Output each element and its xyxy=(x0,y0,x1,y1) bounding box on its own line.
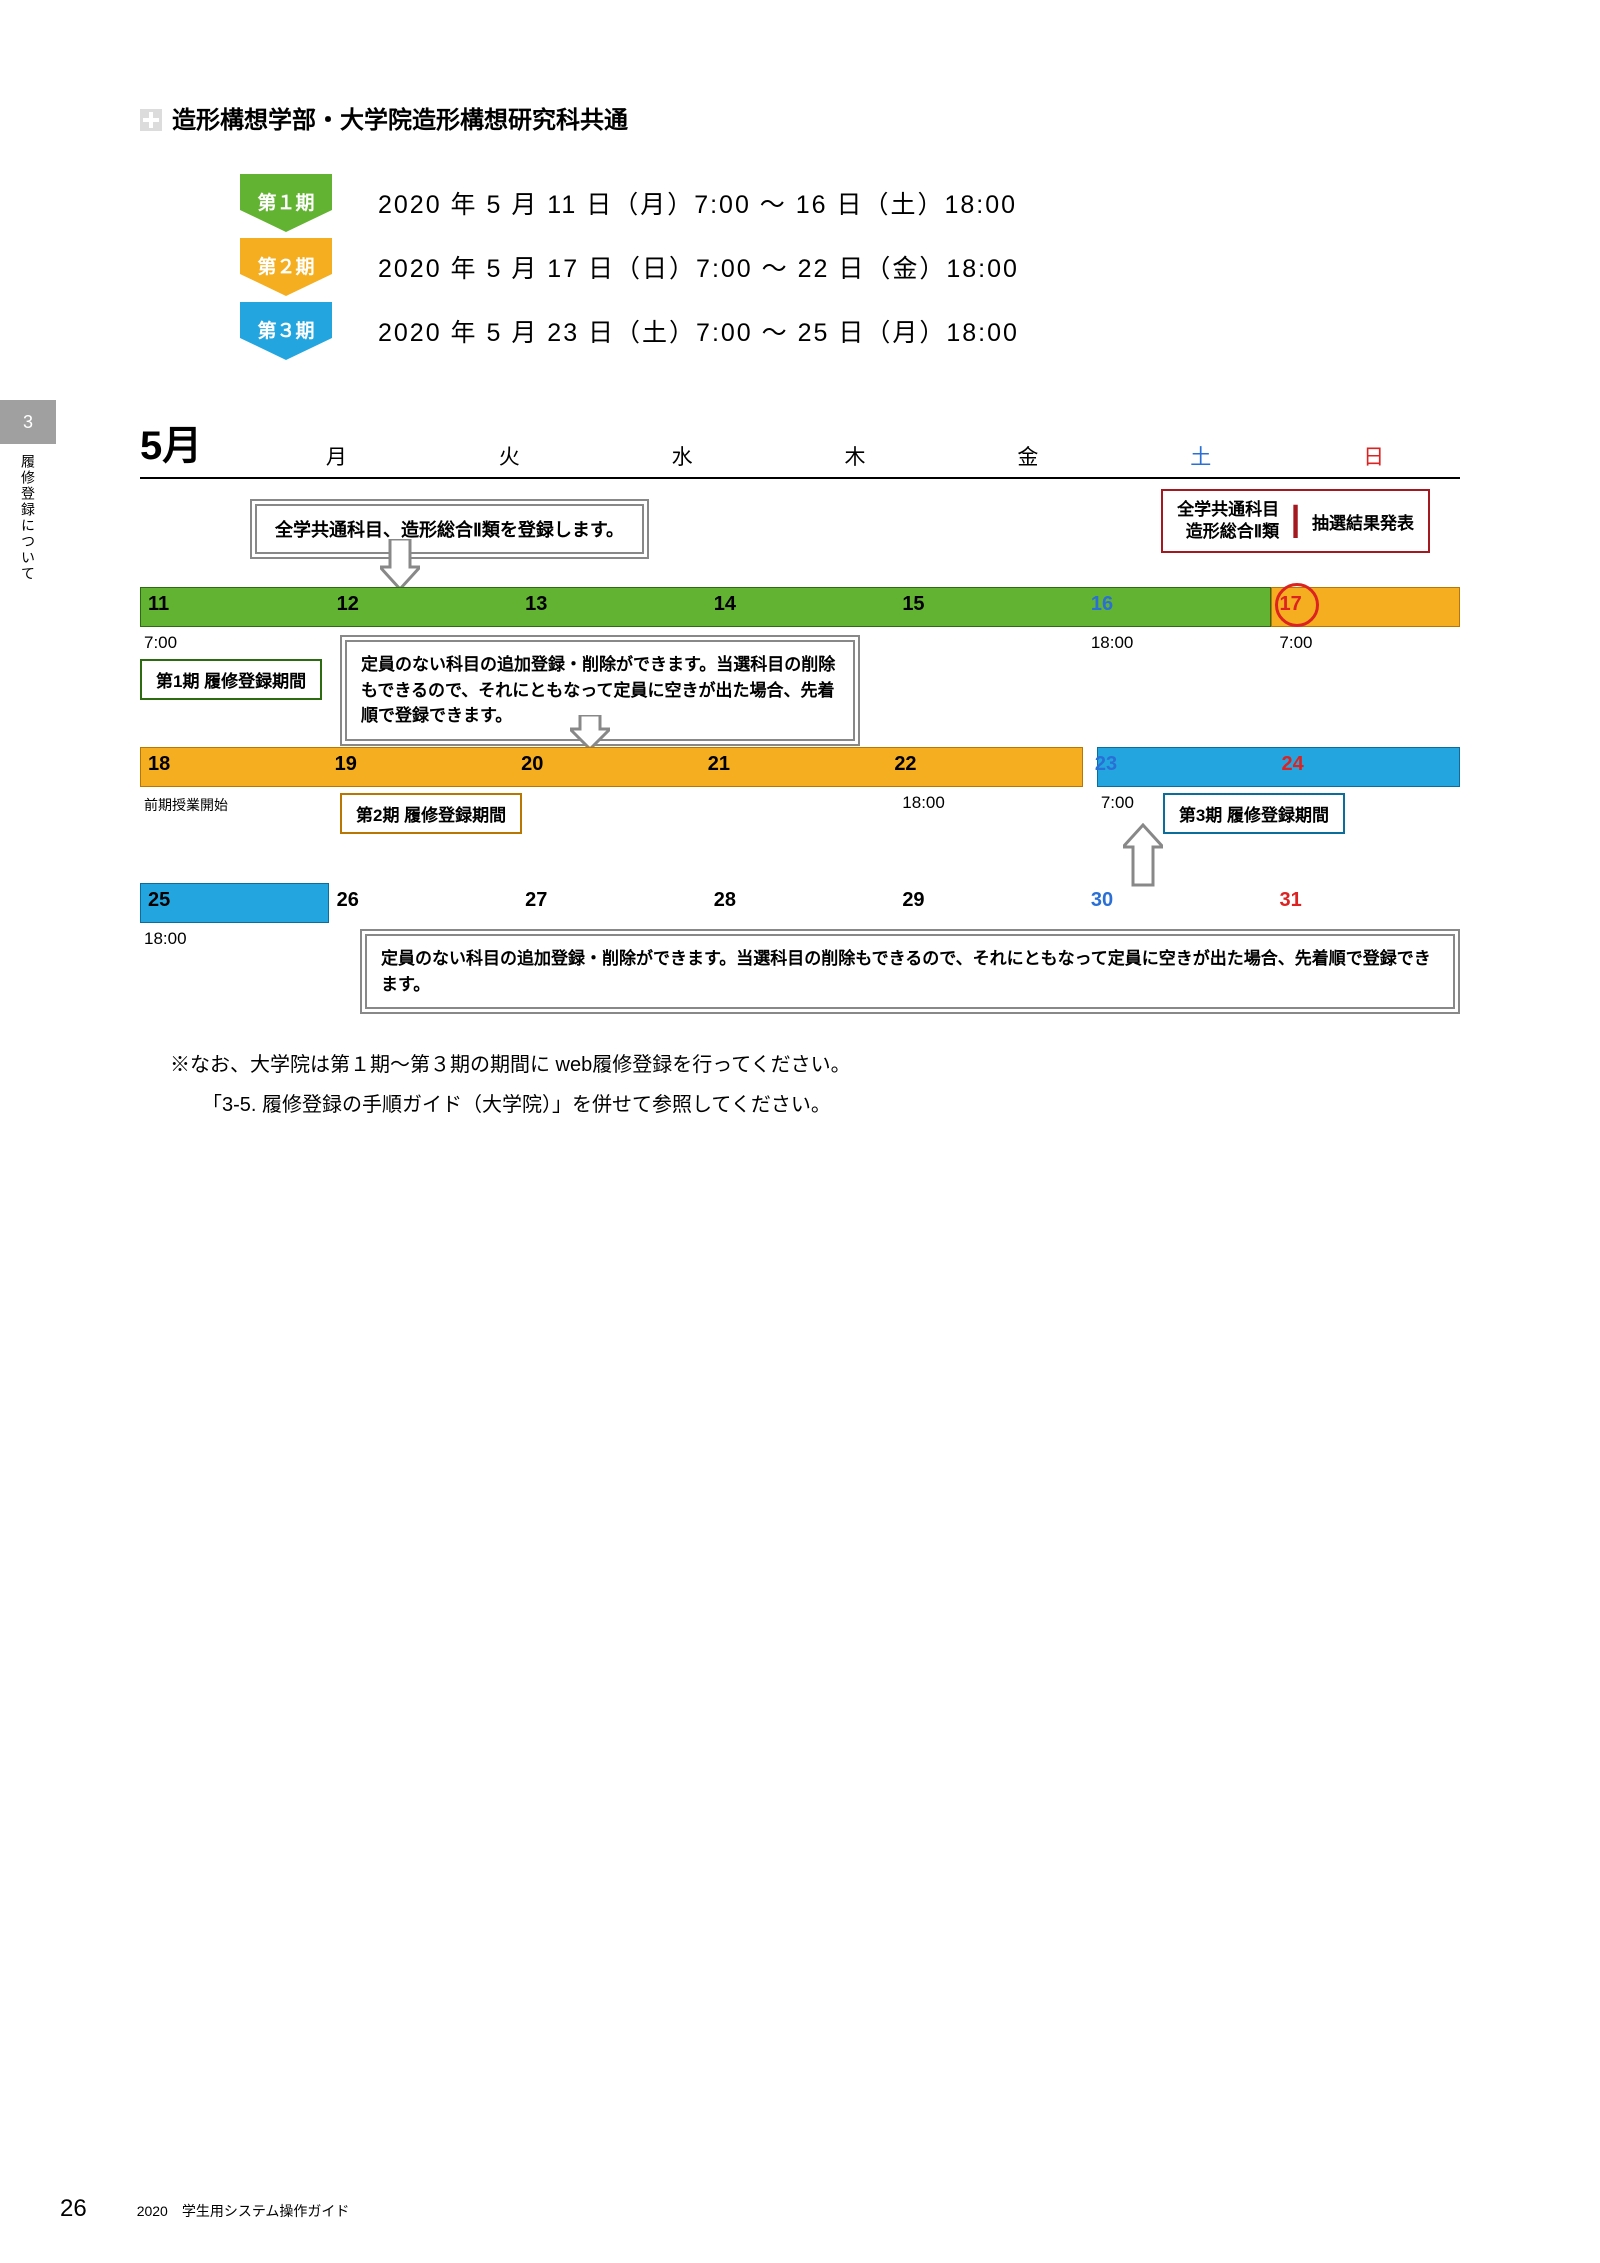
dow-thu: 木 xyxy=(769,441,942,471)
period-row-1: 第１期 2020 年 5 月 11 日（月）7:00 〜 16 日（土）18:0… xyxy=(240,171,1460,235)
side-tab: 3 履修登録について xyxy=(0,400,56,582)
section-title: 造形構想学部・大学院造形構想研究科共通 xyxy=(140,100,1460,135)
dow-sat: 土 xyxy=(1114,441,1287,471)
day-25: 25 xyxy=(140,883,329,923)
day-23: 23 xyxy=(1073,747,1274,787)
time-700-row1-start: 7:00 xyxy=(144,633,177,653)
day-28: 28 xyxy=(706,883,895,923)
time-1800-row1-end: 18:00 xyxy=(1091,633,1134,653)
period1-text: 2020 年 5 月 11 日（月）7:00 〜 16 日（土）18:00 xyxy=(378,185,1017,221)
arrow-down-icon-2 xyxy=(570,715,610,751)
time-1800-row3: 18:00 xyxy=(144,929,187,949)
period-row-2: 第２期 2020 年 5 月 17 日（日）7:00 〜 22 日（金）18:0… xyxy=(240,235,1460,299)
dash-icon: ┃ xyxy=(1287,505,1304,538)
day-29: 29 xyxy=(894,883,1083,923)
day-14: 14 xyxy=(706,587,895,627)
day-20: 20 xyxy=(513,747,700,787)
period1-chevron: 第１期 xyxy=(240,174,332,232)
side-tab-label: 履修登録について xyxy=(18,444,38,582)
day-18: 18 xyxy=(140,747,327,787)
lottery-right: 抽選結果発表 xyxy=(1312,509,1414,534)
week-row-3: 25 26 27 28 29 30 31 xyxy=(140,883,1460,923)
time-1800-row2: 18:00 xyxy=(902,793,945,813)
calendar-header: 5月 月 火 水 木 金 土 日 xyxy=(140,413,1460,479)
month-label: 5月 xyxy=(140,413,250,471)
lottery-line2: 造形総合Ⅱ類 xyxy=(1177,521,1279,543)
calendar-body: 全学共通科目、造形総合Ⅱ類を登録します。 全学共通科目 造形総合Ⅱ類 ┃ 抽選結… xyxy=(140,495,1460,925)
callout-bottom: 定員のない科目の追加登録・削除ができます。当選科目の削除もできるので、それにとも… xyxy=(360,929,1460,1014)
day-26: 26 xyxy=(329,883,518,923)
footer-title: 2020 学生用システム操作ガイド xyxy=(137,2201,350,2221)
callout-lottery: 全学共通科目 造形総合Ⅱ類 ┃ 抽選結果発表 xyxy=(1161,489,1430,553)
page-number: 26 xyxy=(60,2195,87,2223)
day-13: 13 xyxy=(517,587,706,627)
lottery-line1: 全学共通科目 xyxy=(1177,499,1279,521)
period3-text: 2020 年 5 月 23 日（土）7:00 〜 25 日（月）18:00 xyxy=(378,313,1019,349)
notes: ※なお、大学院は第１期〜第３期の期間に web履修登録を行ってください。 「3-… xyxy=(170,1045,1460,1125)
day-24: 24 xyxy=(1273,747,1460,787)
week-row-2: 18 19 20 21 22 23 24 xyxy=(140,747,1460,787)
day-21: 21 xyxy=(700,747,887,787)
day-27: 27 xyxy=(517,883,706,923)
day-31: 31 xyxy=(1271,883,1460,923)
day-30: 30 xyxy=(1083,883,1272,923)
day-15: 15 xyxy=(894,587,1083,627)
period-row-3: 第３期 2020 年 5 月 23 日（土）7:00 〜 25 日（月）18:0… xyxy=(240,299,1460,363)
day-12: 12 xyxy=(329,587,518,627)
day-11: 11 xyxy=(140,587,329,627)
note-2: 「3-5. 履修登録の手順ガイド（大学院）」を併せて参照してください。 xyxy=(170,1085,1460,1125)
semester-start-label: 前期授業開始 xyxy=(144,795,228,815)
page-footer: 26 2020 学生用システム操作ガイド xyxy=(60,2195,349,2223)
dow-sun: 日 xyxy=(1287,441,1460,471)
plus-icon xyxy=(140,109,162,131)
note-1: ※なお、大学院は第１期〜第３期の期間に web履修登録を行ってください。 xyxy=(170,1045,1460,1085)
calendar: 5月 月 火 水 木 金 土 日 全学共通科目、造形総合Ⅱ類を登録します。 全学… xyxy=(140,413,1460,925)
dow-fri: 金 xyxy=(941,441,1114,471)
arrow-down-icon xyxy=(380,539,420,591)
arrow-up-icon xyxy=(1123,823,1163,887)
period2-chevron: 第２期 xyxy=(240,238,332,296)
day-16: 16 xyxy=(1083,587,1272,627)
period1-badge: 第1期 履修登録期間 xyxy=(140,659,322,700)
dow-tue: 火 xyxy=(423,441,596,471)
week-row-1: 11 12 13 14 15 16 17 xyxy=(140,587,1460,627)
periods-list: 第１期 2020 年 5 月 11 日（月）7:00 〜 16 日（土）18:0… xyxy=(240,171,1460,363)
section-title-text: 造形構想学部・大学院造形構想研究科共通 xyxy=(172,107,628,134)
period3-badge: 第3期 履修登録期間 xyxy=(1163,793,1345,834)
side-tab-num: 3 xyxy=(0,400,56,444)
dow-mon: 月 xyxy=(250,441,423,471)
period2-badge: 第2期 履修登録期間 xyxy=(340,793,522,834)
period2-text: 2020 年 5 月 17 日（日）7:00 〜 22 日（金）18:00 xyxy=(378,249,1019,285)
dow-wed: 水 xyxy=(596,441,769,471)
callout-register: 全学共通科目、造形総合Ⅱ類を登録します。 xyxy=(250,499,649,559)
period3-chevron: 第３期 xyxy=(240,302,332,360)
time-700-row2: 7:00 xyxy=(1101,793,1134,813)
time-700-row1-sun: 7:00 xyxy=(1279,633,1312,653)
day-22: 22 xyxy=(886,747,1073,787)
day-19: 19 xyxy=(327,747,514,787)
